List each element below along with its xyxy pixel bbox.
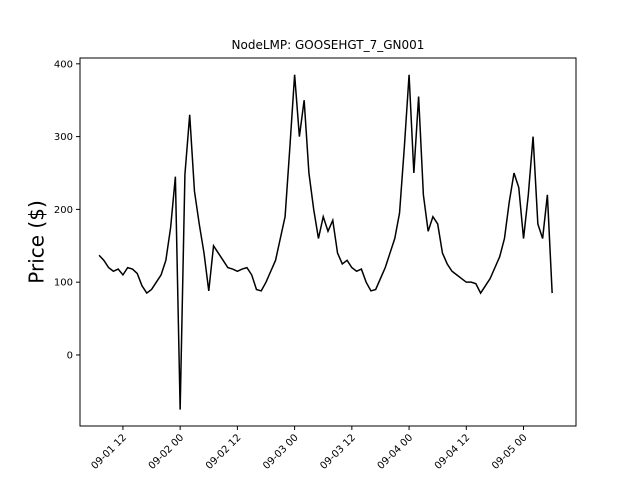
y-tick-label: 300 <box>54 132 73 143</box>
x-tick-label: 09-01 12 <box>89 432 129 472</box>
x-tick-label: 09-04 12 <box>433 432 473 472</box>
plot-frame <box>79 57 577 427</box>
x-tick-label: 09-03 00 <box>261 432 301 472</box>
x-tick-label: 09-02 00 <box>147 432 187 472</box>
chart-title: NodeLMP: GOOSEHGT_7_GN001 <box>232 38 425 52</box>
price-line <box>98 74 553 410</box>
y-tick-label: 100 <box>54 278 73 289</box>
y-tick-label: 200 <box>54 205 73 216</box>
x-tick-label: 09-05 00 <box>490 432 530 472</box>
x-tick-label: 09-04 00 <box>376 432 416 472</box>
y-tick-label: 400 <box>54 59 73 70</box>
y-axis-label: Price ($) <box>25 200 49 283</box>
x-tick-label: 09-02 12 <box>204 432 244 472</box>
x-tick-label: 09-03 12 <box>318 432 358 472</box>
y-tick-label: 0 <box>67 350 73 361</box>
